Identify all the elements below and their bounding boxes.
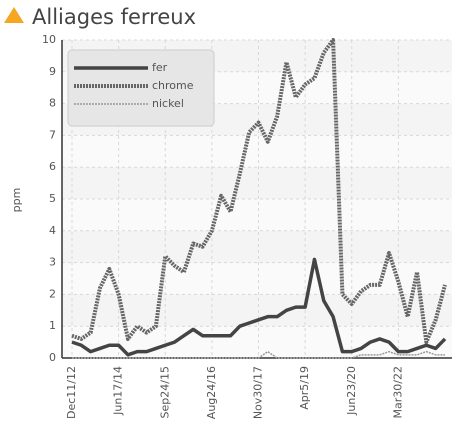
series-line (71, 257, 447, 357)
y-tick-label: 8 (49, 97, 56, 110)
y-tick-label: 2 (49, 287, 56, 300)
x-tick-label: Sep24/15 (158, 366, 171, 418)
y-tick-label: 5 (49, 192, 56, 205)
y-tick-label: 7 (49, 128, 56, 141)
grid-band (62, 135, 452, 168)
y-tick-label: 10 (42, 33, 56, 46)
series-line (71, 38, 447, 345)
y-tick-label: 6 (49, 160, 56, 173)
y-tick-label: 3 (49, 256, 56, 269)
warning-icon (4, 7, 24, 23)
x-tick-label: Aug24/16 (205, 366, 218, 419)
y-tick-label: 1 (49, 319, 56, 332)
grid-band (62, 262, 452, 295)
x-tick-label: Apr5/19 (298, 366, 311, 410)
y-axis-label: ppm (10, 188, 23, 213)
x-tick-label: Nov30/17 (252, 366, 265, 419)
legend-label: chrome (152, 79, 194, 92)
series-line (72, 350, 445, 359)
y-tick-label: 9 (49, 65, 56, 78)
chart-title: Alliages ferreux (32, 5, 196, 29)
x-tick-label: Jun17/14 (112, 366, 125, 416)
grid-band (62, 199, 452, 231)
y-tick-label: 0 (49, 351, 56, 364)
grid-band (62, 326, 452, 358)
x-tick-label: Mar30/22 (391, 366, 404, 418)
x-tick-label: Dec11/12 (65, 366, 78, 419)
legend-label: fer (152, 61, 168, 74)
x-tick-label: Jun23/20 (345, 366, 358, 416)
legend-label: nickel (152, 97, 184, 110)
y-tick-label: 4 (49, 224, 56, 237)
